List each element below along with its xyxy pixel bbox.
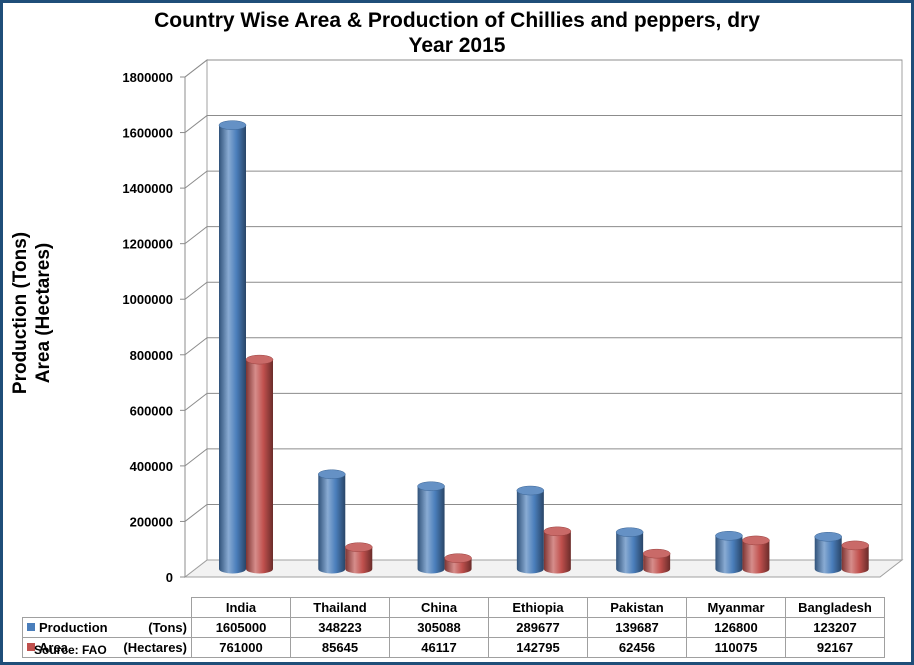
y-tick-label: 1000000 <box>122 292 173 307</box>
series-name: Area <box>39 640 68 655</box>
data-label: 46117 <box>389 637 489 658</box>
chart-title-line1: Country Wise Area & Production of Chilli… <box>154 9 760 32</box>
data-label: 142795 <box>488 637 588 658</box>
bar-top-area <box>444 553 472 563</box>
category-label: China <box>389 597 489 618</box>
bar-top-area <box>345 542 373 552</box>
bar-area <box>345 547 373 574</box>
data-table-header-row: India Thailand China Ethiopia Pakistan Myanma… <box>23 597 885 618</box>
gridline <box>184 226 902 245</box>
data-table-row: Area (Hectares) 761000 85645 46117 142795 6245… <box>22 637 885 658</box>
gridline <box>184 503 902 522</box>
bar-top-production <box>615 527 644 537</box>
y-tick-label: 1400000 <box>122 181 173 196</box>
bar-area <box>246 359 273 574</box>
category-label: Thailand <box>290 597 390 618</box>
bar-top-production <box>417 481 445 492</box>
bar-production <box>219 125 246 574</box>
y-tick-label: 600000 <box>130 403 173 418</box>
bar-production <box>318 474 346 574</box>
bar-area <box>543 531 571 574</box>
bar-area <box>841 545 869 574</box>
data-label: 110075 <box>686 637 786 658</box>
data-label: 139687 <box>587 617 687 638</box>
chart-title-line2: Year 2015 <box>408 34 506 57</box>
series-name: Production <box>39 620 108 635</box>
bar-top-area <box>742 535 770 546</box>
bar-top-area <box>841 540 869 551</box>
bar-area <box>742 540 770 574</box>
y-tick-label: 1200000 <box>122 237 173 252</box>
data-label: 92167 <box>785 637 885 658</box>
bar-top-production <box>218 120 247 130</box>
bar-production <box>715 535 743 574</box>
category-label: Ethiopia <box>488 597 588 618</box>
bar-production <box>417 486 445 574</box>
gridline <box>184 115 902 133</box>
bar-top-area <box>642 548 671 559</box>
bar-top-production <box>318 469 346 480</box>
data-label: 1605000 <box>191 617 291 638</box>
data-table: India Thailand China Ethiopia Pakistan Myanma… <box>22 597 885 658</box>
series-label: Production (Tons) <box>22 617 192 638</box>
y-tick-label: 1800000 <box>122 70 173 85</box>
data-label: 289677 <box>488 617 588 638</box>
gridline <box>184 170 902 189</box>
side-wall <box>184 58 208 579</box>
legend-key <box>27 623 35 631</box>
gridline <box>184 448 902 467</box>
source-note: Source: FAO <box>34 643 107 657</box>
bar-top-production <box>516 485 545 496</box>
data-table-row: Production (Tons) 1605000 348223 305088 28967… <box>22 617 885 638</box>
data-label: 305088 <box>389 617 489 638</box>
legend-key <box>27 643 35 651</box>
y-tick-label: 800000 <box>130 348 173 363</box>
bar-production <box>814 536 842 574</box>
data-label: 62456 <box>587 637 687 658</box>
data-label: 126800 <box>686 617 786 638</box>
data-label: 761000 <box>191 637 291 658</box>
chart-title: Country Wise Area & Production of Chilli… <box>0 8 914 58</box>
data-table-corner <box>23 598 192 618</box>
category-label: India <box>191 597 291 618</box>
series-label: Area (Hectares) <box>22 637 192 658</box>
y-tick-label: 200000 <box>130 514 173 529</box>
back-wall <box>206 59 903 561</box>
bar-top-production <box>715 531 743 541</box>
gridline <box>184 281 902 300</box>
bar-area <box>643 553 671 574</box>
bar-top-area <box>543 526 572 537</box>
gridline <box>184 392 902 411</box>
series-unit: (Hectares) <box>123 640 187 655</box>
bar-top-production <box>814 532 842 542</box>
bar-production <box>616 532 644 574</box>
y-tick-label: 0 <box>166 570 173 585</box>
data-label: 348223 <box>290 617 390 638</box>
bar-production <box>516 490 544 574</box>
y-tick-label: 400000 <box>130 459 173 474</box>
gridline <box>184 337 902 356</box>
category-label: Bangladesh <box>785 597 885 618</box>
series-unit: (Tons) <box>148 620 187 635</box>
data-label: 85645 <box>290 637 390 658</box>
gridline <box>184 59 902 78</box>
data-label: 123207 <box>785 617 885 638</box>
bar-top-area <box>245 354 274 365</box>
category-label: Pakistan <box>587 597 687 618</box>
y-tick-label: 1600000 <box>122 126 173 141</box>
category-label: Myanmar <box>686 597 786 618</box>
